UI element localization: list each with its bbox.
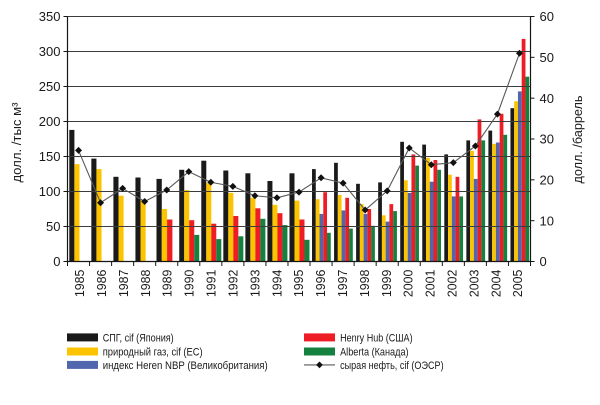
svg-text:2001: 2001 xyxy=(423,270,438,298)
svg-text:СПГ, cif (Япония): СПГ, cif (Япония) xyxy=(103,332,174,344)
svg-text:1990: 1990 xyxy=(182,270,197,298)
svg-text:сырая нефть, cif (ОЭСР): сырая нефть, cif (ОЭСР) xyxy=(340,360,444,372)
svg-text:1986: 1986 xyxy=(94,270,109,298)
svg-text:1985: 1985 xyxy=(72,270,87,298)
svg-text:30: 30 xyxy=(540,132,554,147)
svg-text:1988: 1988 xyxy=(138,270,153,298)
svg-text:10: 10 xyxy=(540,213,554,228)
svg-text:1995: 1995 xyxy=(291,270,306,298)
svg-text:300: 300 xyxy=(39,44,61,59)
svg-text:1993: 1993 xyxy=(247,270,262,298)
svg-text:долл. /баррель: долл. /баррель xyxy=(570,95,585,183)
svg-text:1987: 1987 xyxy=(116,270,131,298)
svg-text:150: 150 xyxy=(39,149,61,164)
svg-text:1991: 1991 xyxy=(204,270,219,298)
svg-text:250: 250 xyxy=(39,79,61,94)
svg-text:1989: 1989 xyxy=(160,270,175,298)
svg-text:1999: 1999 xyxy=(379,270,394,298)
svg-text:0: 0 xyxy=(540,254,547,269)
svg-text:2004: 2004 xyxy=(488,270,503,298)
svg-text:50: 50 xyxy=(46,219,60,234)
svg-text:350: 350 xyxy=(39,9,61,24)
svg-text:Alberta (Канада): Alberta (Канада) xyxy=(340,346,409,358)
svg-text:1992: 1992 xyxy=(225,270,240,298)
svg-text:60: 60 xyxy=(540,9,554,24)
svg-text:200: 200 xyxy=(39,114,61,129)
svg-text:природный газ, cif (ЕС): природный газ, cif (ЕС) xyxy=(103,346,203,358)
svg-text:2005: 2005 xyxy=(510,270,525,298)
svg-text:1994: 1994 xyxy=(269,270,284,298)
svg-text:0: 0 xyxy=(53,254,60,269)
svg-text:40: 40 xyxy=(540,91,554,106)
svg-text:1997: 1997 xyxy=(335,270,350,298)
svg-text:2000: 2000 xyxy=(401,270,416,298)
svg-text:1998: 1998 xyxy=(357,270,372,298)
svg-text:долл. /тыс м³: долл. /тыс м³ xyxy=(9,102,24,183)
svg-text:2003: 2003 xyxy=(466,270,481,298)
svg-text:20: 20 xyxy=(540,173,554,188)
svg-text:Henry Hub (США): Henry Hub (США) xyxy=(340,332,413,344)
svg-text:1996: 1996 xyxy=(313,270,328,298)
svg-text:2002: 2002 xyxy=(444,270,459,298)
svg-text:50: 50 xyxy=(540,50,554,65)
svg-text:100: 100 xyxy=(39,184,61,199)
svg-text:индекс Heren NBP (Великобритан: индекс Heren NBP (Великобритания) xyxy=(103,360,268,372)
